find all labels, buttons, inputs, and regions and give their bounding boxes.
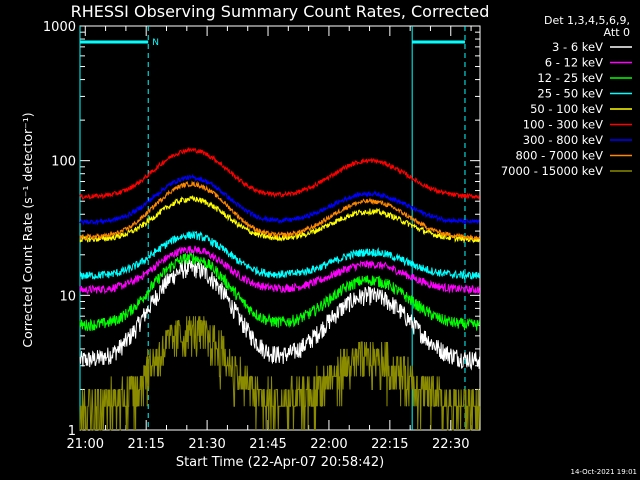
y-tick-label: 1000	[43, 20, 76, 35]
x-tick-label: 21:45	[249, 437, 286, 452]
x-tick-label: 22:30	[432, 437, 469, 452]
x-tick-label: 21:00	[67, 437, 104, 452]
y-tick-label: 10	[59, 289, 76, 304]
legend-entry-label: 6 - 12 keV	[545, 56, 603, 70]
plot-frame	[79, 25, 481, 431]
chart-title: RHESSI Observing Summary Count Rates, Co…	[71, 2, 490, 21]
series-line-1	[79, 245, 481, 296]
x-tick-label: 21:30	[188, 437, 225, 452]
series-line-4	[79, 194, 481, 244]
series-line-0	[79, 258, 481, 371]
x-tick-label: 21:15	[127, 437, 164, 452]
series-line-5	[79, 146, 480, 201]
series-line-8	[79, 316, 481, 431]
y-tick-label: 100	[51, 155, 76, 170]
legend-entry-label: 300 - 800 keV	[523, 133, 603, 147]
x-tick-label: 22:15	[371, 437, 408, 452]
series-line-3	[79, 230, 481, 281]
legend-entry-label: 25 - 50 keV	[537, 87, 603, 101]
legend-header: Att 0	[604, 26, 630, 39]
annotation-label: N	[152, 38, 159, 48]
render-timestamp: 14-Oct-2021 19:01	[571, 468, 637, 476]
series-line-6	[79, 173, 480, 226]
y-axis-label: Corrected Count Rate (s⁻¹ detector⁻¹)	[20, 112, 35, 347]
series-line-7	[79, 180, 481, 241]
x-axis-label: Start Time (22-Apr-07 20:58:42)	[176, 455, 384, 470]
legend: Det 1,3,4,5,6,9,Att 03 - 6 keV 6 - 12 keV…	[501, 14, 632, 178]
series-line-2	[79, 252, 481, 332]
legend-header: Det 1,3,4,5,6,9,	[544, 14, 630, 27]
legend-entry-label: 800 - 7000 keV	[515, 149, 603, 163]
x-tick-label: 22:00	[310, 437, 347, 452]
plot-area: 1 10 100 1000 21:00 21:15 21:30 21:45 22:00 22:15…	[43, 20, 481, 452]
legend-entry-label: 12 - 25 keV	[537, 71, 603, 85]
legend-entry-label: 7000 - 15000 keV	[501, 164, 603, 178]
y-tick-label: 1	[68, 424, 76, 439]
legend-entry-label: 100 - 300 keV	[523, 118, 603, 132]
legend-entry-label: 50 - 100 keV	[530, 102, 603, 116]
legend-entry-label: 3 - 6 keV	[552, 40, 603, 54]
